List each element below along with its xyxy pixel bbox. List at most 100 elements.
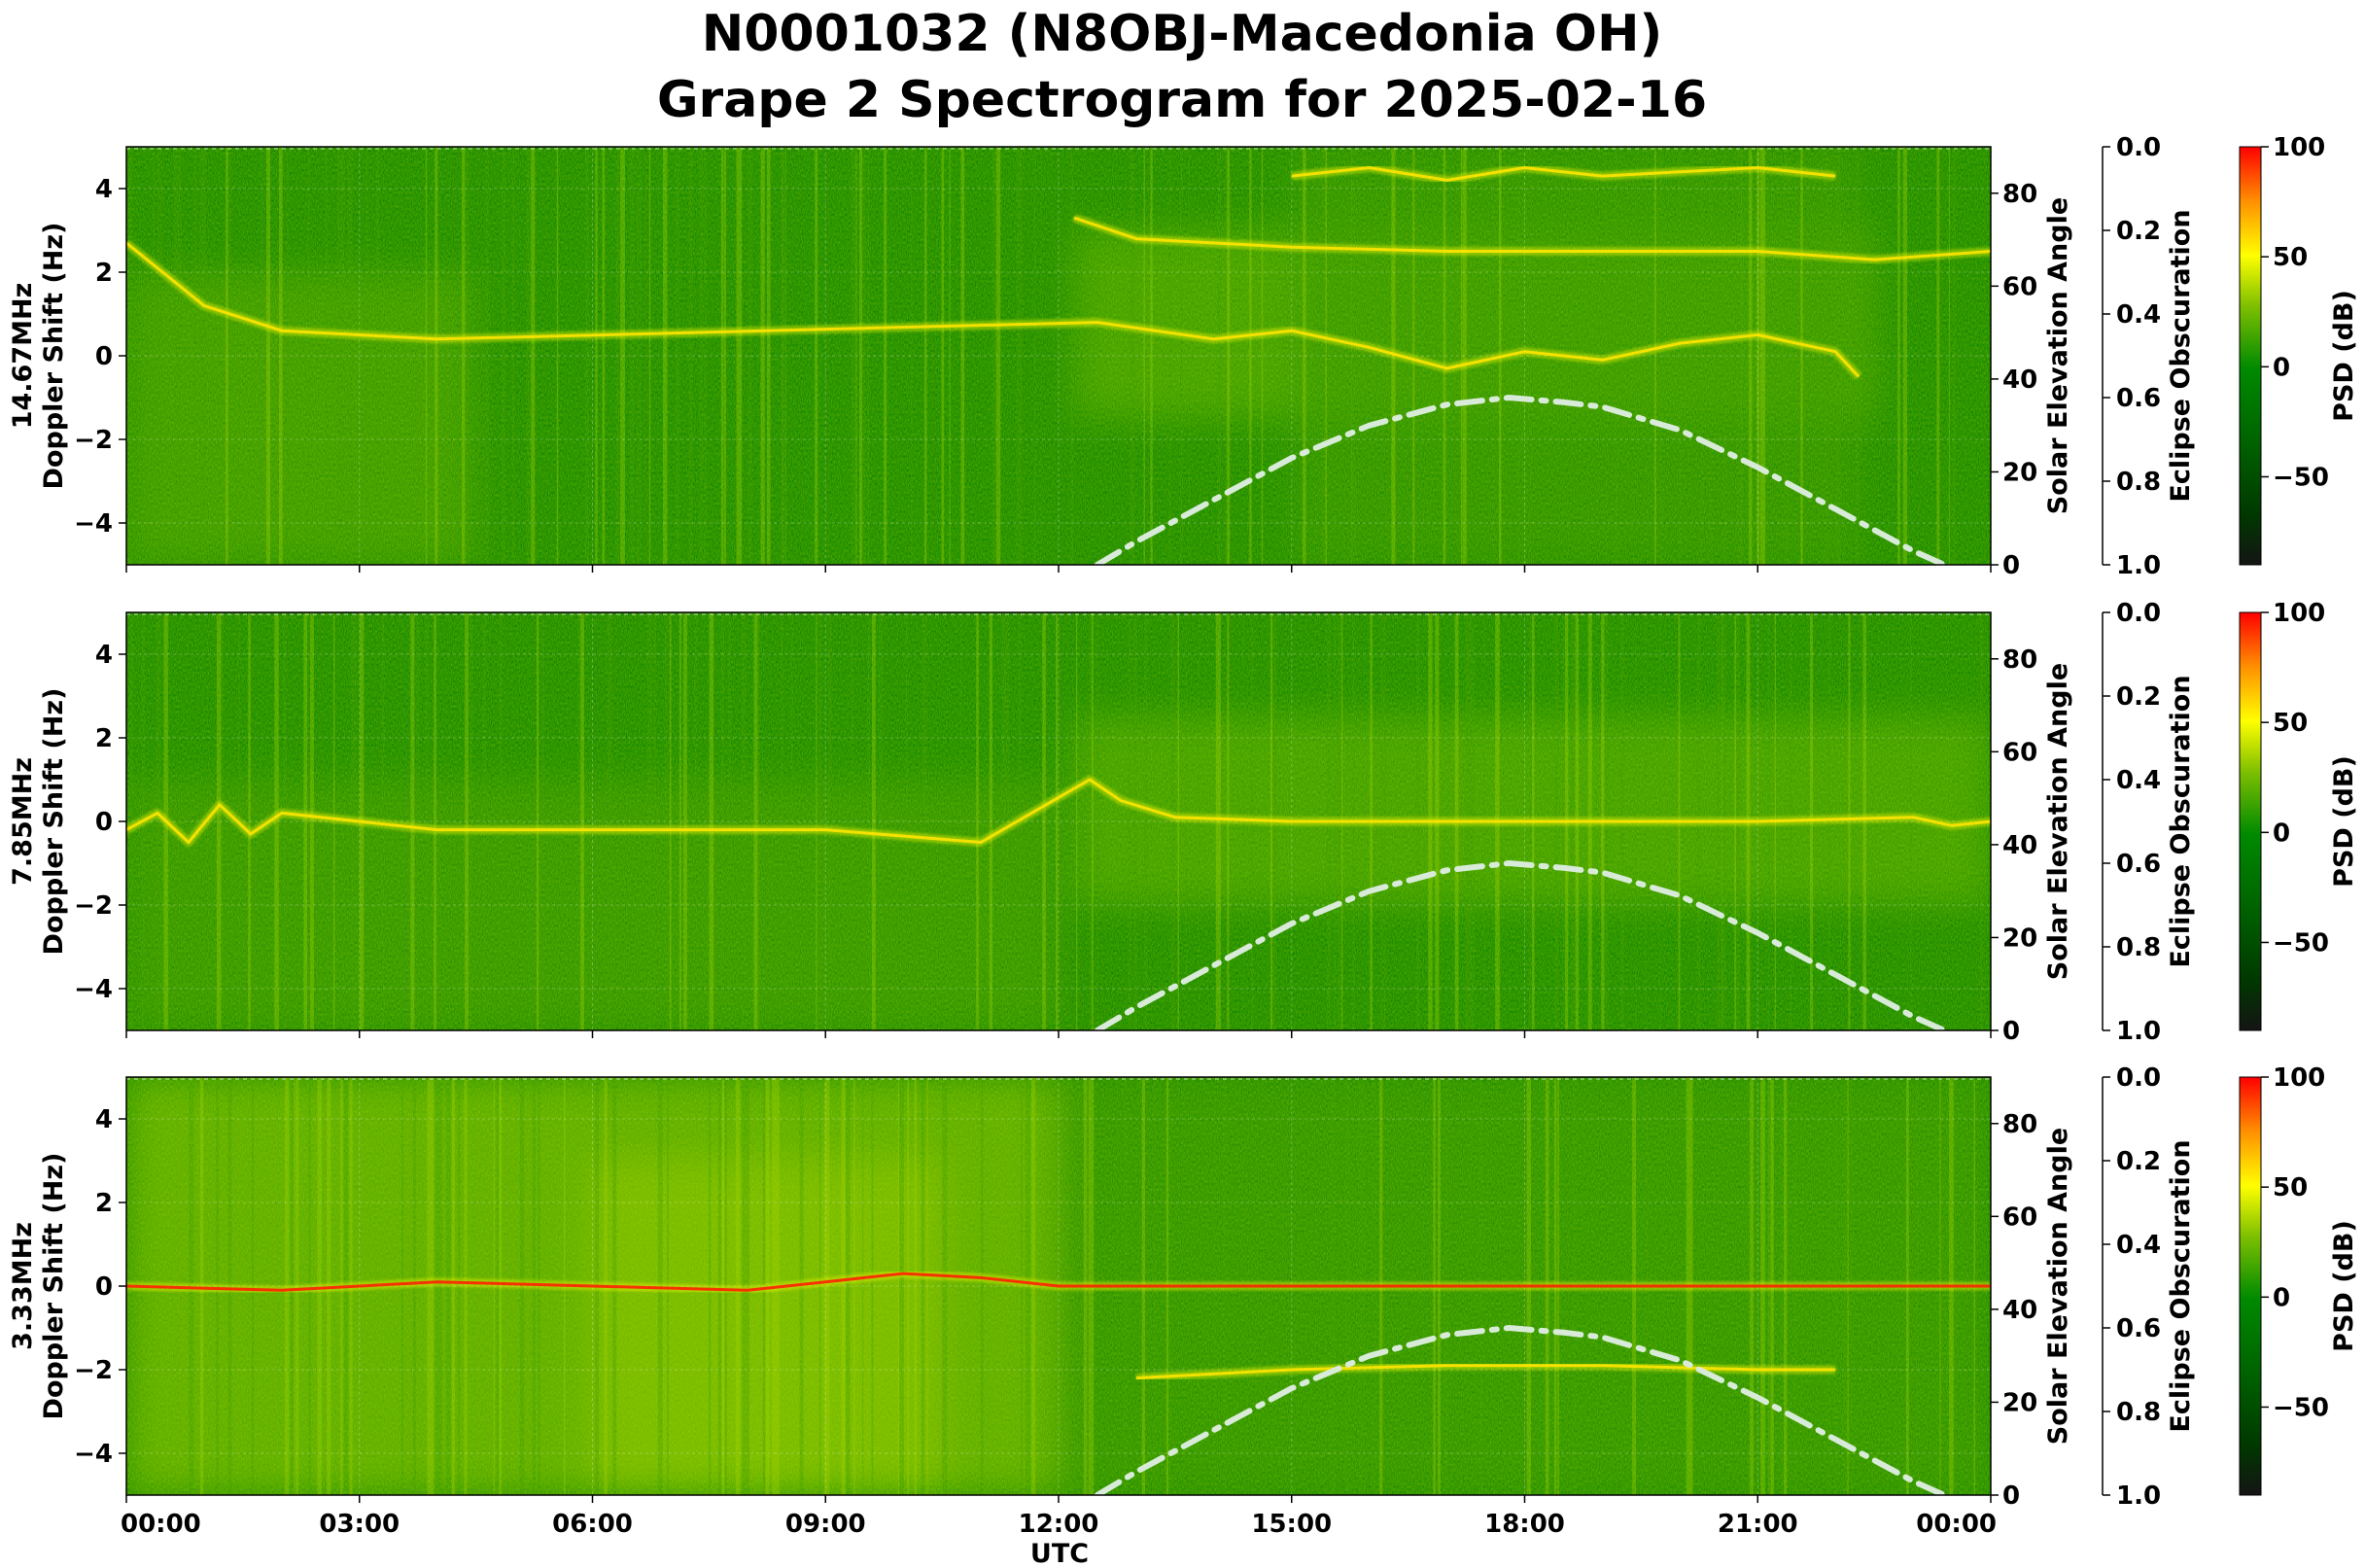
xtick-label: 00:00 [121,1510,201,1539]
trace-primary [126,241,1861,378]
colorbar-tick-label: 0 [2273,819,2290,848]
heatmap-0 [126,147,1991,565]
ytick-label: −4 [74,975,113,1004]
panel-2: −4 −2 0 2 4 3.33MHz Doppler Shift (Hz) 0 20 40 60 8… [8,1063,2359,1539]
ytick-label: 2 [95,1189,113,1218]
elev-tick-label: 0 [2002,551,2020,580]
xtick-label: 03:00 [319,1510,400,1539]
panel-frequency-label: 3.33MHz [8,1222,38,1350]
grid [126,147,1991,565]
noise-grain [126,147,1991,565]
xtick-label: 06:00 [552,1510,633,1539]
ytick-label: 2 [95,259,113,288]
solar-elevation-curve [1094,1324,1948,1495]
panel-1: −4 −2 0 2 4 7.85MHz Doppler Shift (Hz) 0 20 40 60 8… [8,599,2359,1046]
trace-primary [126,778,1991,844]
elev-tick-label: 0 [2002,1481,2020,1511]
ytick-label: −4 [74,1440,113,1469]
colorbar-label: PSD (dB) [2329,290,2359,422]
eclipse-tick-label: 1.0 [2116,551,2161,580]
xtick-label: 18:00 [1484,1510,1565,1539]
colorbar-tick-label: −50 [2273,1393,2329,1422]
trace-high [1291,166,1836,182]
elev-tick-label: 40 [2002,1296,2037,1325]
eclipse-tick-label: 0.0 [2116,1063,2161,1093]
eclipse-tick-label: 0.2 [2116,1147,2161,1176]
solar-elevation-curve [1094,394,1948,565]
figure-title-line1: N0001032 (N8OBJ-Macedonia OH) [702,5,1663,63]
ytick-label: −2 [74,1356,113,1385]
colorbar-tick-label: 50 [2273,1173,2308,1202]
eclipse-tick-label: 0.4 [2116,300,2161,330]
colorbar-tick-label: 50 [2273,243,2308,272]
colorbar-tick-label: 0 [2273,1283,2290,1312]
eclipse-tick-label: 0.6 [2116,850,2161,879]
colorbar [2239,1076,2262,1496]
colorbar-tick-label: 50 [2273,709,2308,738]
elev-tick-label: 20 [2002,923,2037,953]
colorbar-label: PSD (dB) [2329,1220,2359,1352]
eclipse-obscuration-label: Eclipse Obscuration [2166,675,2196,967]
colorbar [2239,146,2262,566]
elev-tick-label: 80 [2002,180,2037,209]
ytick-label: −4 [74,509,113,539]
eclipse-tick-label: 0.0 [2116,133,2161,162]
heatmap-2 [126,1077,1991,1495]
trace-lower [1135,1364,1836,1380]
elev-tick-label: 60 [2002,738,2037,767]
solar-elevation-label: Solar Elevation Angle [2043,197,2073,514]
eclipse-tick-label: 0.6 [2116,1314,2161,1343]
y-axis-label: Doppler Shift (Hz) [39,688,69,956]
xtick-label: 00:00 [1916,1510,1997,1539]
colorbar-tick-label: −50 [2273,463,2329,492]
xtick-label: 12:00 [1019,1510,1099,1539]
elev-tick-label: 20 [2002,458,2037,487]
elev-tick-label: 0 [2002,1017,2020,1046]
ytick-label: 4 [95,1105,113,1134]
eclipse-tick-label: 0.6 [2116,384,2161,413]
x-axis-label: UTC [1030,1539,1089,1568]
elev-tick-label: 40 [2002,831,2037,860]
elev-tick-label: 60 [2002,1202,2037,1232]
xtick-label: 15:00 [1251,1510,1332,1539]
eclipse-tick-label: 0.4 [2116,1231,2161,1260]
xtick-label: 09:00 [785,1510,866,1539]
panel-frequency-label: 7.85MHz [8,757,38,886]
eclipse-tick-label: 0.8 [2116,1398,2161,1427]
eclipse-obscuration-label: Eclipse Obscuration [2166,209,2196,502]
panel-0: −4 −2 0 2 4 14.67MHz Doppler Shift (Hz) 0 20 40 60… [8,133,2359,580]
eclipse-tick-label: 0.8 [2116,933,2161,962]
xtick-label: 21:00 [1718,1510,1798,1539]
elev-tick-label: 20 [2002,1388,2037,1417]
solar-elevation-curve [1094,859,1948,1030]
ytick-label: 0 [95,1272,113,1302]
colorbar [2239,611,2262,1031]
colorbar-tick-label: 100 [2273,599,2325,628]
ytick-label: 4 [95,175,113,204]
eclipse-tick-label: 1.0 [2116,1017,2161,1046]
ytick-label: 0 [95,808,113,837]
elev-tick-label: 80 [2002,645,2037,675]
colorbar-tick-label: 0 [2273,353,2290,382]
figure-title-line2: Grape 2 Spectrogram for 2025-02-16 [657,71,1707,129]
trace-primary [126,1272,1991,1292]
solar-elevation-label: Solar Elevation Angle [2043,1128,2073,1445]
colorbar-tick-label: −50 [2273,928,2329,958]
elev-tick-label: 80 [2002,1110,2037,1139]
y-axis-label: Doppler Shift (Hz) [39,1153,69,1420]
ytick-label: 4 [95,641,113,670]
eclipse-tick-label: 0.2 [2116,217,2161,246]
colorbar-tick-label: 100 [2273,133,2325,162]
colorbar-label: PSD (dB) [2329,755,2359,888]
eclipse-tick-label: 1.0 [2116,1481,2161,1511]
eclipse-tick-label: 0.4 [2116,766,2161,795]
elev-tick-label: 40 [2002,366,2037,395]
eclipse-obscuration-label: Eclipse Obscuration [2166,1139,2196,1432]
elev-tick-label: 60 [2002,272,2037,301]
solar-elevation-label: Solar Elevation Angle [2043,663,2073,980]
y-axis-label: Doppler Shift (Hz) [39,223,69,490]
ytick-label: −2 [74,426,113,455]
eclipse-tick-label: 0.8 [2116,468,2161,497]
ytick-label: −2 [74,891,113,921]
